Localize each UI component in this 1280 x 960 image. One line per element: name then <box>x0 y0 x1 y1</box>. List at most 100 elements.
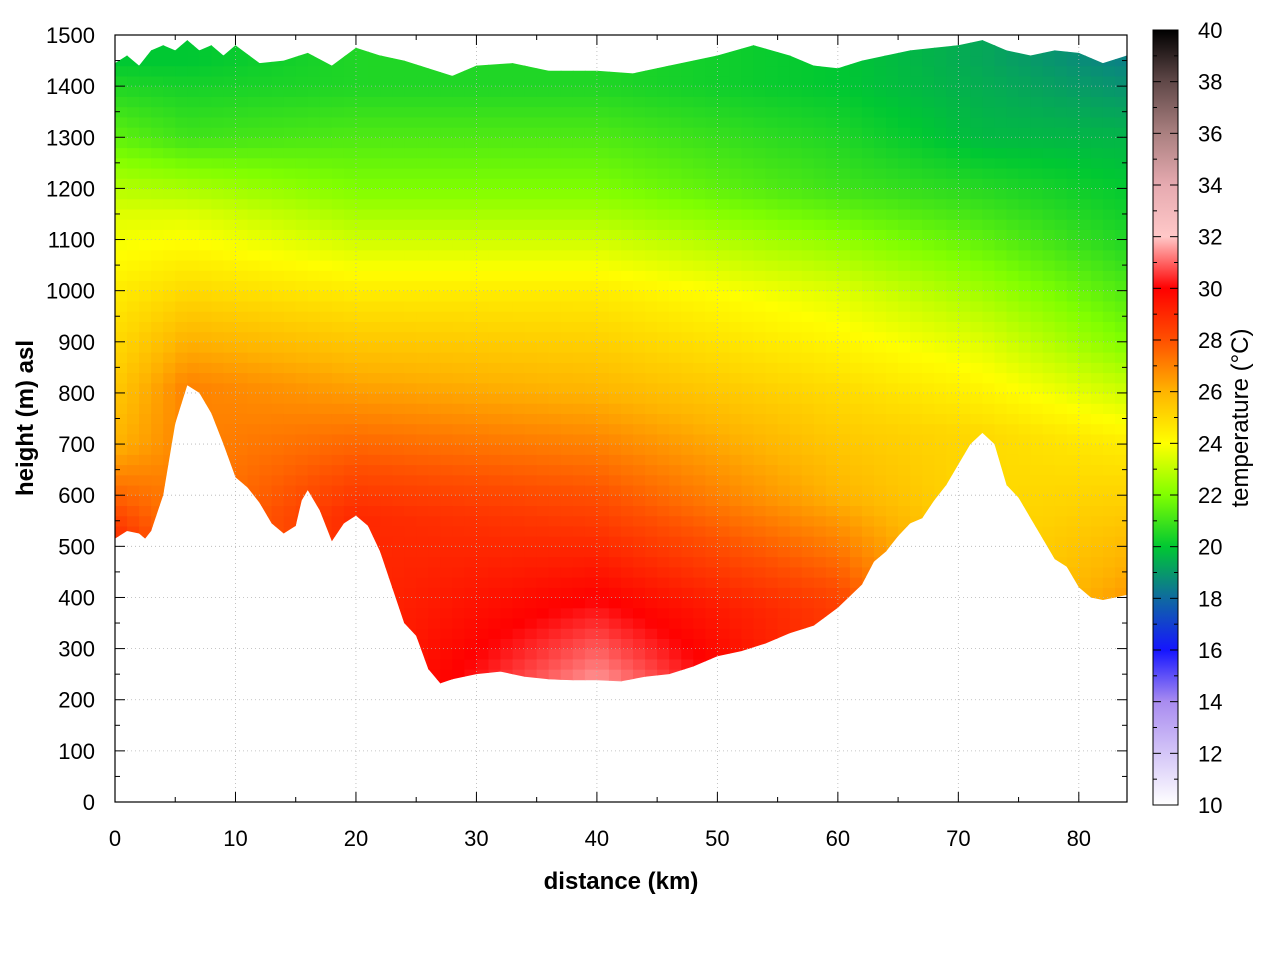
field-cell <box>741 505 755 517</box>
field-cell <box>717 556 731 568</box>
field-cell <box>874 188 887 200</box>
field-cell <box>440 116 453 128</box>
field-cell <box>789 536 803 547</box>
field-cell <box>199 464 212 476</box>
field-cell <box>802 761 815 772</box>
field-cell <box>886 525 899 537</box>
field-cell <box>440 638 453 650</box>
field-cell <box>596 178 610 189</box>
field-cell <box>331 127 345 138</box>
field-cell <box>235 638 249 650</box>
field-cell <box>259 444 273 455</box>
field-cell <box>741 65 755 77</box>
field-cell <box>343 392 357 404</box>
field-cell <box>596 515 610 527</box>
field-cell <box>825 86 839 97</box>
field-cell <box>813 474 827 486</box>
field-cell <box>705 484 718 496</box>
field-cell <box>633 546 646 558</box>
field-cell <box>175 178 188 189</box>
field-cell <box>163 55 176 67</box>
field-cell <box>705 249 718 261</box>
field-cell <box>837 280 851 292</box>
field-cell <box>765 454 779 466</box>
field-cell <box>560 178 574 189</box>
field-cell <box>319 536 333 547</box>
field-cell <box>464 157 478 169</box>
field-cell <box>645 741 658 752</box>
field-cell <box>778 690 791 701</box>
field-cell <box>139 65 152 77</box>
field-cell <box>657 362 670 374</box>
field-cell <box>368 86 381 97</box>
field-cell <box>260 782 273 793</box>
field-cell <box>476 597 490 609</box>
field-cell <box>464 782 477 793</box>
field-cell <box>717 751 730 762</box>
field-cell <box>524 566 538 578</box>
field-cell <box>476 188 490 200</box>
field-cell <box>524 556 538 568</box>
field-cell <box>380 167 393 179</box>
field-cell <box>825 55 839 67</box>
field-cell <box>645 45 658 57</box>
field-cell <box>464 577 478 588</box>
field-cell <box>849 219 863 230</box>
field-cell <box>332 782 345 793</box>
field-cell <box>849 403 863 414</box>
field-cell <box>319 188 333 200</box>
field-cell <box>211 505 225 517</box>
field-cell <box>849 566 863 578</box>
field-cell <box>319 311 333 322</box>
field-cell <box>741 638 755 650</box>
field-cell <box>440 259 453 271</box>
field-cell <box>199 300 212 312</box>
field-cell <box>392 321 405 333</box>
field-cell <box>512 147 526 159</box>
field-cell <box>548 352 562 363</box>
field-cell <box>175 157 188 169</box>
field-cell <box>572 198 586 210</box>
field-cell <box>259 127 273 138</box>
field-cell <box>392 96 405 108</box>
field-cell <box>476 792 489 803</box>
field-cell <box>295 607 309 619</box>
field-cell <box>837 444 851 455</box>
field-cell <box>645 75 658 87</box>
field-cell <box>272 700 285 711</box>
field-cell <box>729 505 743 517</box>
field-cell <box>693 771 706 782</box>
field-cell <box>331 577 345 588</box>
field-cell <box>596 55 610 67</box>
field-cell <box>115 352 128 363</box>
field-cell <box>223 362 237 374</box>
field-cell <box>741 157 755 169</box>
field-cell <box>741 771 754 782</box>
field-cell <box>765 392 779 404</box>
field-cell <box>404 474 417 486</box>
field-cell <box>584 392 598 404</box>
field-cell <box>283 669 297 680</box>
field-cell <box>657 577 670 588</box>
field-cell <box>729 577 743 588</box>
field-cell <box>560 290 574 302</box>
field-cell <box>657 525 670 537</box>
field-cell <box>151 515 164 527</box>
field-cell <box>380 352 393 363</box>
field-cell <box>380 782 393 793</box>
field-cell <box>259 341 273 353</box>
field-cell <box>440 147 453 159</box>
field-cell <box>163 331 176 343</box>
field-cell <box>608 86 622 97</box>
field-cell <box>344 761 357 772</box>
field-cell <box>223 464 237 476</box>
field-cell <box>633 300 646 312</box>
field-cell <box>488 249 502 261</box>
field-cell <box>741 669 755 680</box>
field-cell <box>380 198 393 210</box>
field-cell <box>777 45 791 57</box>
field-cell <box>295 188 309 200</box>
field-cell <box>813 55 827 67</box>
field-cell <box>513 730 526 741</box>
field-cell <box>898 259 911 271</box>
